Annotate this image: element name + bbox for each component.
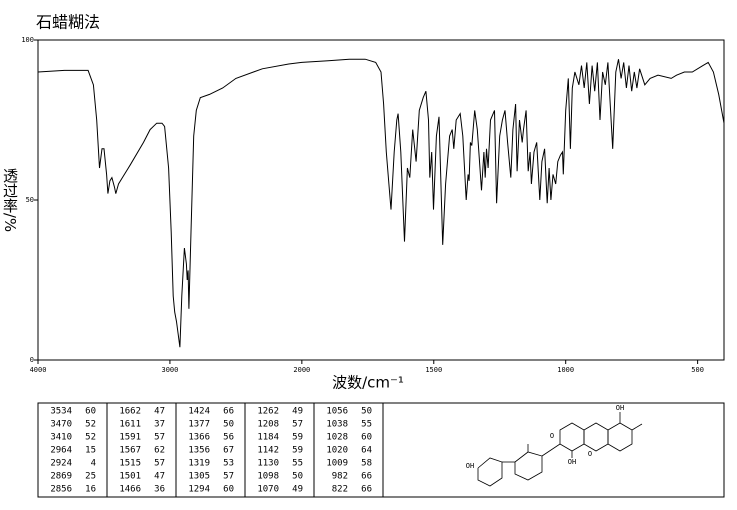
peak-wavenumber: 1038: [326, 420, 348, 430]
peak-wavenumber: 2869: [50, 472, 72, 482]
peak-transmittance: 60: [361, 433, 372, 443]
peak-transmittance: 57: [154, 433, 165, 443]
peak-transmittance: 16: [85, 485, 96, 495]
x-axis-label: 波数/cm⁻¹: [332, 374, 404, 392]
x-tick-label: 1000: [557, 366, 574, 374]
peak-wavenumber: 1098: [257, 472, 279, 482]
peak-transmittance: 56: [223, 433, 234, 443]
peak-wavenumber: 1591: [119, 433, 141, 443]
y-tick-label: 0: [30, 356, 34, 364]
peak-wavenumber: 1356: [188, 446, 210, 456]
peak-transmittance: 55: [292, 459, 303, 469]
peak-wavenumber: 1515: [119, 459, 141, 469]
peak-wavenumber: 1184: [257, 433, 279, 443]
peak-transmittance: 4: [91, 459, 96, 469]
x-tick-label: 500: [691, 366, 704, 374]
peak-wavenumber: 1294: [188, 485, 210, 495]
peak-wavenumber: 1319: [188, 459, 210, 469]
peak-transmittance: 55: [361, 420, 372, 430]
peak-wavenumber: 2964: [50, 446, 72, 456]
peak-wavenumber: 1305: [188, 472, 210, 482]
peak-transmittance: 58: [361, 459, 372, 469]
peak-transmittance: 25: [85, 472, 96, 482]
peak-transmittance: 60: [85, 407, 96, 417]
peak-wavenumber: 1366: [188, 433, 210, 443]
peak-table-frame: [37, 402, 725, 498]
peak-transmittance: 50: [361, 407, 372, 417]
peak-wavenumber: 1208: [257, 420, 279, 430]
peak-wavenumber: 1501: [119, 472, 141, 482]
peak-transmittance: 37: [154, 420, 165, 430]
peak-transmittance: 50: [292, 472, 303, 482]
peak-table: 3534 60 3470 52 3410 52 2964 15 2924 4 2869 25 2856 1…: [50, 403, 372, 497]
peak-wavenumber: 3470: [50, 420, 72, 430]
peak-transmittance: 47: [154, 472, 165, 482]
peak-transmittance: 52: [85, 433, 96, 443]
peak-wavenumber: 822: [332, 485, 348, 495]
peak-transmittance: 66: [361, 485, 372, 495]
structure: [477, 412, 643, 487]
y-tick-label: 100: [21, 36, 34, 44]
x-tick-label: 1500: [425, 366, 442, 374]
peak-wavenumber: 3410: [50, 433, 72, 443]
plot-frame: [37, 39, 725, 361]
x-tick-label: 4000: [30, 366, 47, 374]
peak-transmittance: 49: [292, 485, 303, 495]
structure-label: OH: [616, 404, 624, 412]
spectrum-line: [37, 58, 725, 348]
peak-wavenumber: 2856: [50, 485, 72, 495]
peak-transmittance: 47: [154, 407, 165, 417]
peak-transmittance: 57: [154, 459, 165, 469]
structure-label: O: [588, 450, 592, 458]
peak-transmittance: 59: [292, 446, 303, 456]
peak-transmittance: 67: [223, 446, 234, 456]
peak-wavenumber: 1662: [119, 407, 141, 417]
peak-wavenumber: 1070: [257, 485, 279, 495]
peak-transmittance: 36: [154, 485, 165, 495]
peak-transmittance: 66: [361, 472, 372, 482]
peak-wavenumber: 1130: [257, 459, 279, 469]
peak-wavenumber: 1142: [257, 446, 279, 456]
peak-wavenumber: 1567: [119, 446, 141, 456]
peak-transmittance: 53: [223, 459, 234, 469]
peak-transmittance: 50: [223, 420, 234, 430]
structure-label: O: [550, 432, 554, 440]
peak-transmittance: 59: [292, 433, 303, 443]
x-tick-label: 2000: [293, 366, 310, 374]
peak-transmittance: 52: [85, 420, 96, 430]
peak-wavenumber: 1028: [326, 433, 348, 443]
peak-wavenumber: 1611: [119, 420, 141, 430]
y-tick-label: 50: [26, 196, 34, 204]
x-tick-label: 3000: [161, 366, 178, 374]
chart-title: 石蜡糊法: [36, 13, 100, 32]
structure-label: OH: [466, 462, 474, 470]
y-axis-label: 透过率/%: [1, 168, 19, 232]
peak-transmittance: 57: [223, 472, 234, 482]
peak-wavenumber: 1020: [326, 446, 348, 456]
peak-transmittance: 49: [292, 407, 303, 417]
peak-wavenumber: 1424: [188, 407, 210, 417]
peak-wavenumber: 1262: [257, 407, 279, 417]
peak-transmittance: 66: [223, 407, 234, 417]
peak-transmittance: 64: [361, 446, 372, 456]
peak-wavenumber: 1009: [326, 459, 348, 469]
peak-transmittance: 15: [85, 446, 96, 456]
peak-wavenumber: 1056: [326, 407, 348, 417]
peak-wavenumber: 3534: [50, 407, 72, 417]
structure-labels: OH O OH O OH: [466, 404, 624, 470]
peak-wavenumber: 1377: [188, 420, 210, 430]
peak-transmittance: 57: [292, 420, 303, 430]
peak-wavenumber: 2924: [50, 459, 72, 469]
peak-wavenumber: 982: [332, 472, 348, 482]
peak-transmittance: 60: [223, 485, 234, 495]
peak-wavenumber: 1466: [119, 485, 141, 495]
structure-label: OH: [568, 458, 576, 466]
peak-transmittance: 62: [154, 446, 165, 456]
